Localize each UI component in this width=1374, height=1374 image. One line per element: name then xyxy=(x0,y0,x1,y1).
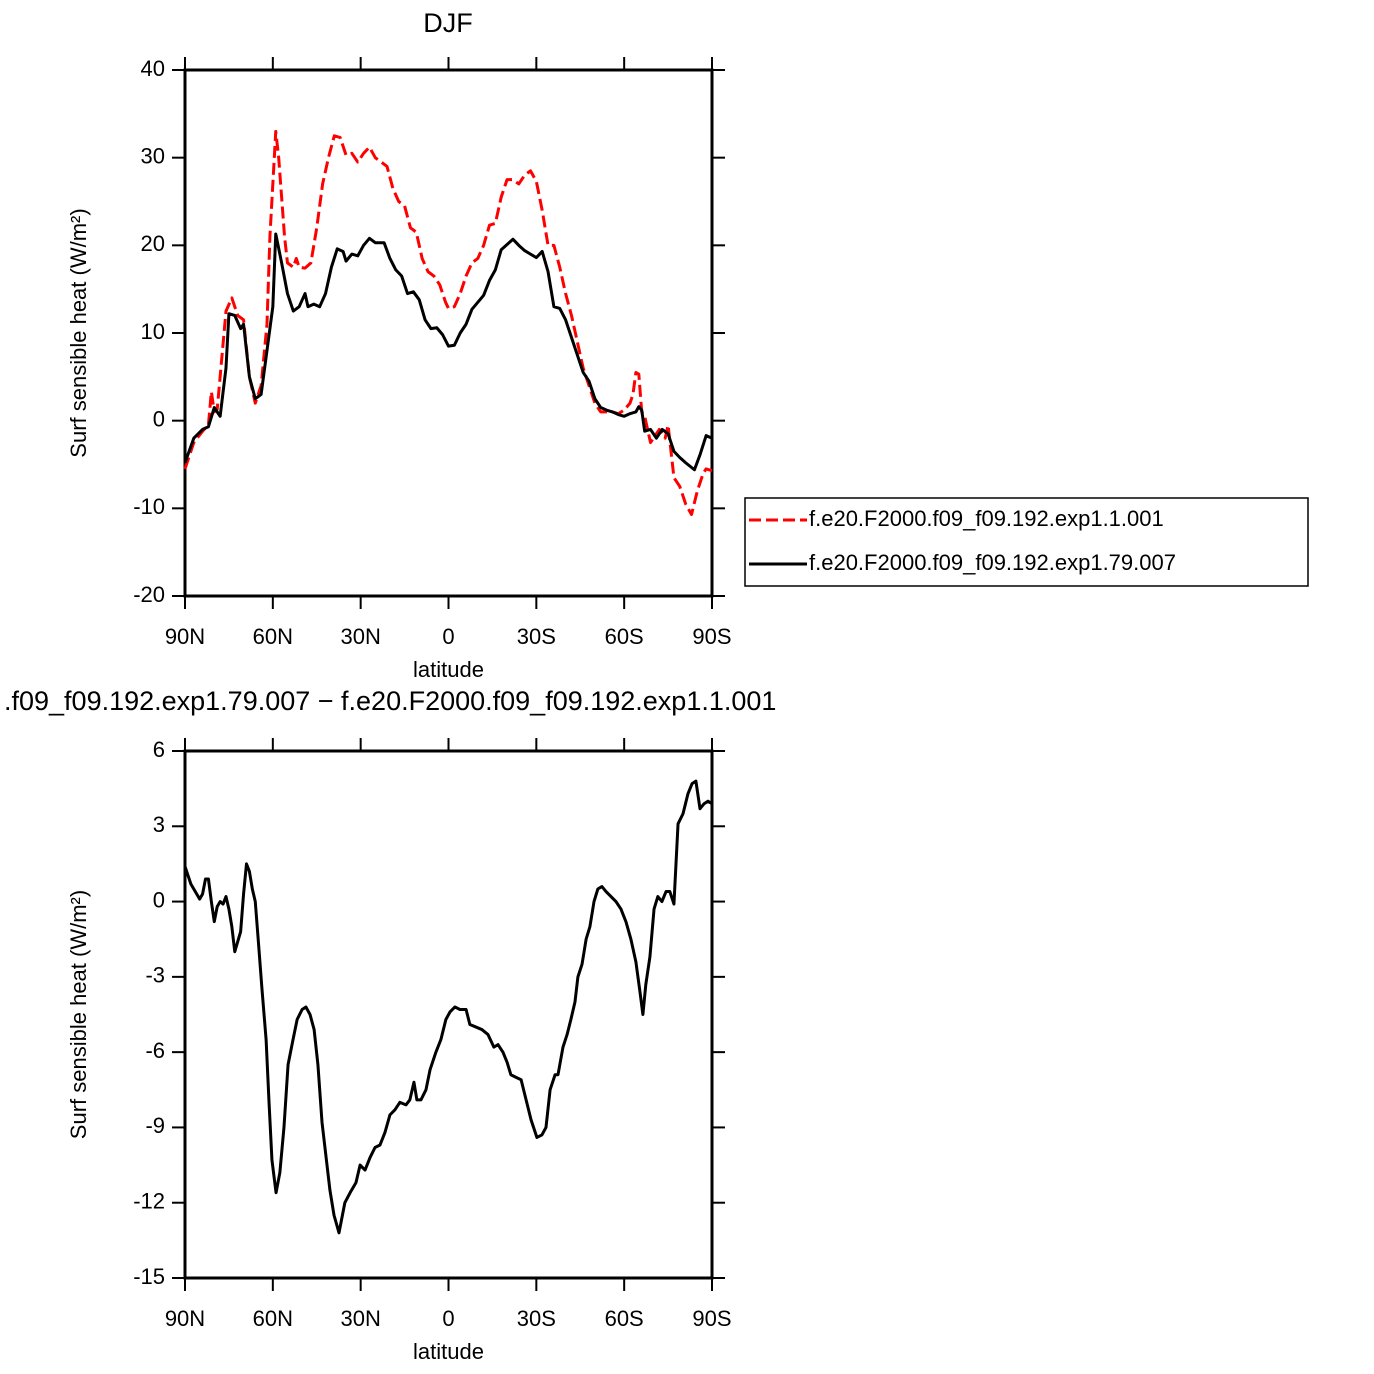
y-tick-label: 0 xyxy=(153,887,165,912)
x-axis-label: latitude xyxy=(413,1339,484,1364)
data-line xyxy=(183,232,713,472)
plot-frame xyxy=(183,68,714,598)
legend-label: f.e20.F2000.f09_f09.192.exp1.1.001 xyxy=(809,506,1164,531)
y-tick-label: -12 xyxy=(133,1189,165,1214)
y-axis-label: Surf sensible heat (W/m²) xyxy=(66,208,91,457)
x-tick-label: 90S xyxy=(692,624,731,649)
x-axis-label: latitude xyxy=(413,657,484,682)
x-tick-label: 60N xyxy=(253,624,293,649)
data-line xyxy=(183,779,713,1235)
y-tick-label: 6 xyxy=(153,737,165,762)
x-tick-label: 30N xyxy=(340,624,380,649)
x-tick-label: 0 xyxy=(442,624,454,649)
y-tick-label: -9 xyxy=(145,1113,165,1138)
y-tick-label: -10 xyxy=(133,494,165,519)
y-tick-label: -20 xyxy=(133,582,165,607)
plot-frame xyxy=(183,749,714,1280)
chart-title: .f09_f09.192.exp1.79.007 − f.e20.F2000.f… xyxy=(4,686,776,716)
x-tick-label: 90N xyxy=(165,1306,205,1331)
y-tick-label: -3 xyxy=(145,963,165,988)
y-tick-label: 3 xyxy=(153,812,165,837)
x-tick-label: 60S xyxy=(605,624,644,649)
x-tick-label: 30S xyxy=(517,624,556,649)
chart-title: DJF xyxy=(423,8,473,38)
y-tick-label: 20 xyxy=(141,231,165,256)
x-tick-label: 30N xyxy=(340,1306,380,1331)
legend-label: f.e20.F2000.f09_f09.192.exp1.79.007 xyxy=(809,550,1176,575)
y-tick-label: 0 xyxy=(153,406,165,431)
x-tick-label: 60N xyxy=(253,1306,293,1331)
x-tick-label: 60S xyxy=(605,1306,644,1331)
y-tick-label: -6 xyxy=(145,1038,165,1063)
y-tick-label: 10 xyxy=(141,319,165,344)
data-line xyxy=(183,129,713,516)
x-tick-label: 0 xyxy=(442,1306,454,1331)
x-tick-label: 30S xyxy=(517,1306,556,1331)
legend-box xyxy=(744,497,1309,587)
y-tick-label: 30 xyxy=(141,143,165,168)
y-tick-label: 40 xyxy=(141,56,165,81)
y-axis-label: Surf sensible heat (W/m²) xyxy=(66,890,91,1139)
x-tick-label: 90S xyxy=(692,1306,731,1331)
x-tick-label: 90N xyxy=(165,624,205,649)
y-tick-label: -15 xyxy=(133,1264,165,1289)
